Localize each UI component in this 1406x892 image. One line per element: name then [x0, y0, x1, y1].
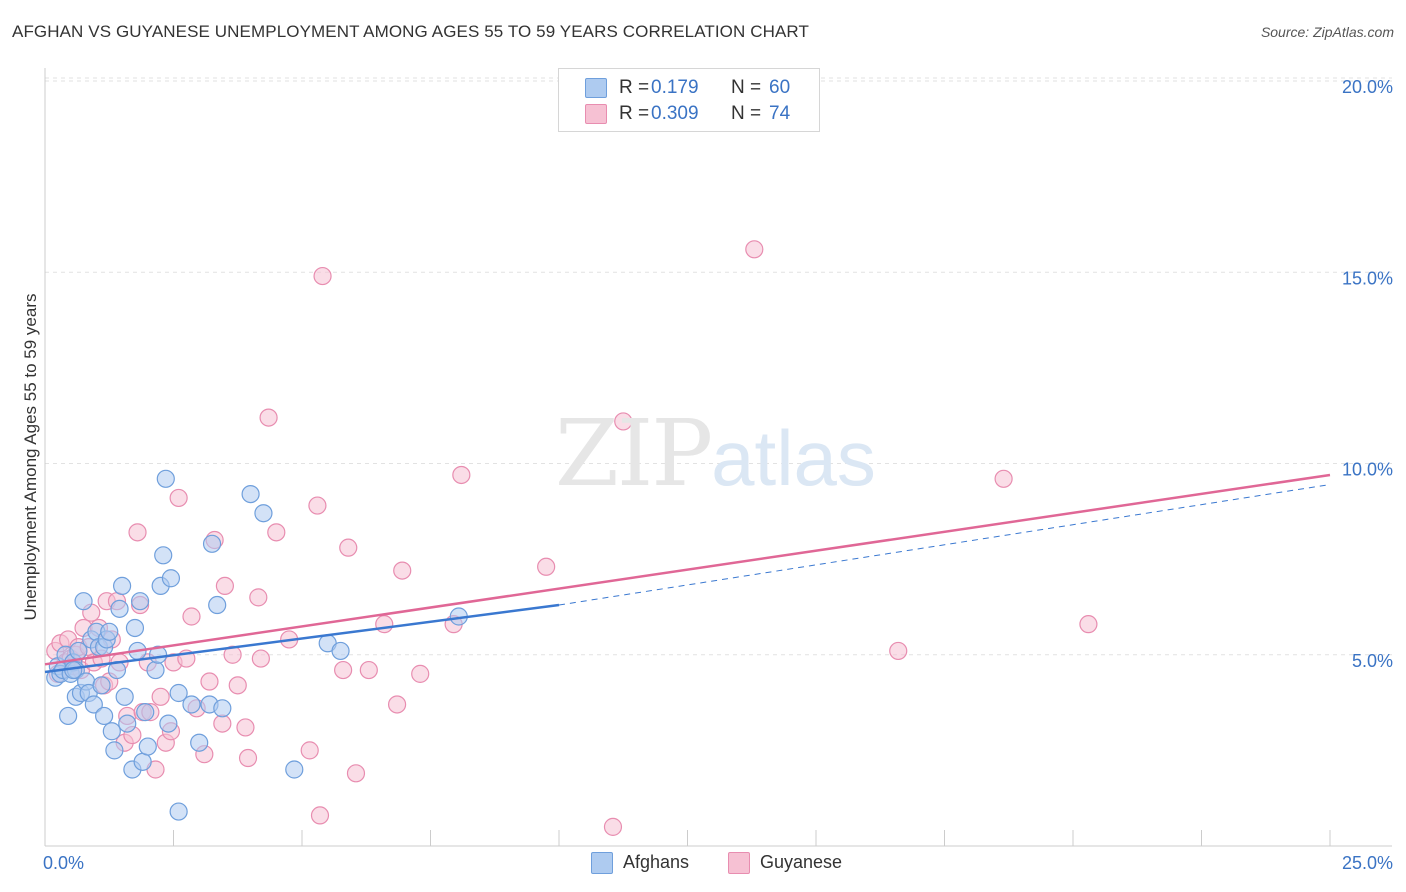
guyanese-point: [151, 687, 170, 706]
afghans-point: [254, 504, 273, 523]
afghans-point: [285, 760, 304, 779]
afghans-r-label: R =: [619, 77, 650, 98]
guyanese-point: [267, 523, 286, 542]
afghans-point: [331, 641, 350, 661]
zipatlas-watermark: ZIPatlas: [555, 400, 876, 507]
guyanese-point: [745, 240, 764, 259]
bottom-guyanese-swatch: [728, 852, 750, 874]
afghans-point: [169, 683, 188, 703]
afghans-point: [74, 592, 93, 611]
guyanese-point: [411, 664, 430, 683]
y-tick-label: 20.0%: [1342, 77, 1393, 97]
guyanese-point: [251, 649, 270, 668]
afghans-point: [95, 706, 114, 726]
guyanese-point: [215, 576, 234, 596]
afghans-point: [130, 592, 150, 611]
afghans-point: [161, 569, 181, 588]
guyanese-point: [213, 714, 232, 733]
guyanese-point: [313, 266, 332, 286]
afghans-point: [133, 752, 152, 771]
afghans-point: [159, 714, 178, 733]
afghans-n-label: N =: [731, 77, 762, 98]
guyanese-point: [200, 672, 219, 691]
guyanese-point: [603, 817, 623, 836]
afghans-trend-line: [44, 603, 560, 674]
afghans-point: [138, 737, 157, 756]
afghans-point: [112, 576, 132, 596]
guyanese-point: [238, 748, 258, 768]
guyanese-point: [308, 496, 327, 515]
chart-title: AFGHAN VS GUYANESE UNEMPLOYMENT AMONG AG…: [12, 22, 809, 41]
bottom-afghans-label: Afghans: [623, 852, 690, 872]
guyanese-trend-line: [44, 473, 1331, 666]
afghans-point: [208, 595, 227, 615]
guyanese-point: [339, 538, 358, 557]
afghans-trend-extension: [558, 484, 1331, 606]
y-tick-label: 15.0%: [1342, 268, 1393, 288]
guyanese-point: [259, 408, 278, 427]
afghans-n-value: 60: [769, 77, 791, 98]
afghans-point: [154, 546, 173, 565]
guyanese-point: [452, 465, 471, 485]
guyanese-point: [182, 607, 201, 626]
guyanese-point: [228, 676, 247, 695]
guyanese-point: [537, 557, 556, 576]
guyanese-point: [128, 523, 147, 542]
guyanese-point: [346, 764, 366, 783]
afghans-point: [118, 714, 137, 733]
guyanese-point: [387, 695, 407, 714]
guyanese-point: [169, 488, 188, 508]
guyanese-r-value: 0.309: [651, 103, 699, 124]
y-axis-label: Unemployment Among Ages 55 to 59 years: [21, 294, 40, 621]
x-tick-label: 25.0%: [1342, 853, 1393, 873]
guyanese-r-label: R =: [619, 103, 650, 124]
afghans-point: [190, 733, 209, 752]
source-credit: Source: ZipAtlas.com: [1260, 24, 1394, 40]
afghans-point: [110, 599, 129, 618]
guyanese-point: [236, 718, 255, 737]
guyanese-point: [994, 469, 1013, 488]
bottom-guyanese-label: Guyanese: [760, 852, 843, 872]
guyanese-point: [249, 588, 268, 607]
correlation-legend: R = 0.179 N = 60 R = 0.309 N = 74: [558, 68, 820, 132]
afghans-point: [146, 660, 165, 680]
guyanese-point: [223, 645, 242, 664]
afghans-point: [92, 676, 111, 695]
guyanese-n-value: 74: [769, 103, 791, 124]
y-tick-label: 5.0%: [1352, 651, 1393, 671]
guyanese-point: [310, 806, 330, 825]
afghans-swatch: [585, 78, 607, 98]
afghans-point: [213, 699, 232, 718]
guyanese-n-label: N =: [731, 103, 762, 124]
guyanese-point: [334, 660, 353, 680]
guyanese-point: [375, 615, 394, 634]
afghans-point: [125, 618, 145, 638]
guyanese-point: [393, 561, 412, 580]
guyanese-swatch: [585, 104, 607, 124]
guyanese-point: [1079, 615, 1098, 634]
bottom-afghans-swatch: [591, 852, 613, 874]
x-tick-label: 0.0%: [43, 853, 84, 873]
afghans-point: [136, 703, 155, 722]
afghans-point: [102, 722, 121, 741]
afghans-r-value: 0.179: [651, 77, 699, 98]
afghans-point: [202, 534, 222, 553]
guyanese-point: [614, 412, 633, 431]
watermark-atlas: atlas: [711, 414, 876, 502]
afghans-point: [169, 802, 188, 821]
guyanese-point: [889, 641, 908, 661]
afghans-point: [241, 485, 260, 504]
afghans-point: [84, 695, 103, 714]
afghans-point: [156, 469, 175, 488]
watermark-zip: ZIP: [555, 400, 713, 507]
afghans-point: [59, 706, 78, 726]
afghans-point: [105, 741, 124, 760]
y-tick-label: 10.0%: [1342, 460, 1393, 480]
guyanese-point: [300, 741, 319, 760]
afghans-point: [115, 687, 134, 706]
afghans-point: [100, 622, 119, 641]
guyanese-point: [359, 660, 378, 680]
afghans-point: [182, 695, 201, 714]
